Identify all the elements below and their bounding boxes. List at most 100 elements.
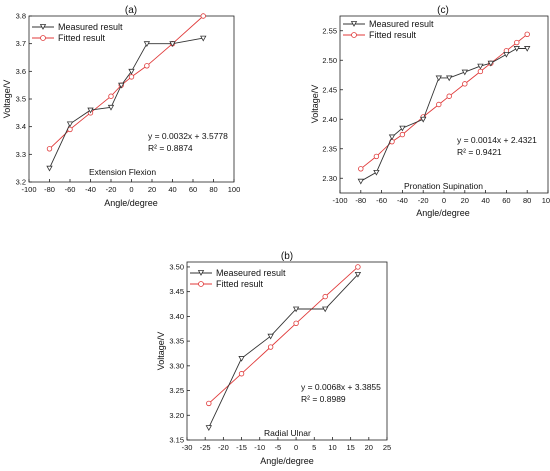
fitted-point — [144, 63, 150, 69]
x-tick-label: 0 — [442, 196, 446, 205]
legend-label-fitted: Fitted result — [216, 279, 264, 289]
motion-annotation: Extension Flexion — [89, 167, 156, 177]
fitted-point — [477, 68, 484, 75]
y-axis-title: Voltage/V — [156, 332, 166, 371]
x-tick-label: -60 — [376, 196, 387, 205]
legend-marker-measured — [350, 21, 358, 27]
y-tick-label: 3.50 — [169, 262, 184, 271]
x-tick-label: -10 — [254, 443, 265, 452]
y-axis: 3.2 3.3 3.4 3.5 3.6 3.7 3.8 — [16, 12, 32, 187]
x-tick-label: 60 — [502, 196, 510, 205]
measured-point — [446, 75, 453, 82]
x-axis-title: Angle/degree — [104, 198, 158, 208]
x-axis: -100 -80 -60 -40 -20 0 20 40 60 80 100 — [21, 179, 240, 194]
series-group — [205, 264, 362, 431]
x-tick-label: 0 — [129, 185, 133, 194]
panel-b: (b) -30 -25 -20 -15 -10 -5 0 5 10 15 20 25 3.15 3.20… — [156, 251, 391, 466]
y-tick-label: 3.2 — [16, 178, 26, 187]
x-tick-label: -80 — [44, 185, 55, 194]
measured-point — [87, 107, 94, 114]
legend-label-measured: Measured result — [369, 19, 434, 29]
y-axis: 3.15 3.20 3.25 3.30 3.35 3.40 3.45 3.50 — [169, 262, 190, 445]
measured-series-line — [208, 274, 359, 428]
y-tick-label: 3.7 — [16, 39, 26, 48]
measured-point — [354, 271, 362, 278]
legend-marker-measured — [39, 24, 47, 30]
legend-label-measured: Measeured result — [216, 268, 286, 278]
fitted-point — [399, 131, 406, 138]
y-tick-label: 2.35 — [322, 144, 337, 153]
measured-point — [487, 60, 494, 67]
measured-point — [118, 82, 125, 89]
measured-point — [399, 125, 406, 132]
x-tick-label: -20 — [218, 443, 229, 452]
measured-point — [513, 46, 520, 52]
x-tick-label: -20 — [106, 185, 117, 194]
legend: Measured result Fitted result — [343, 19, 434, 40]
legend-label-fitted: Fitted result — [369, 30, 417, 40]
x-tick-label: 5 — [312, 443, 316, 452]
fitted-point — [128, 74, 135, 80]
measured-point — [143, 41, 151, 47]
x-tick-label: 20 — [148, 185, 156, 194]
y-tick-label: 3.40 — [169, 312, 184, 321]
y-axis: 2.30 2.35 2.40 2.45 2.50 2.55 — [322, 26, 343, 183]
x-tick-label: 80 — [209, 185, 217, 194]
fitted-point — [267, 344, 274, 350]
measured-point — [238, 356, 245, 362]
x-tick-label: 25 — [383, 443, 391, 452]
measured-point — [205, 425, 212, 431]
x-axis: -30 -25 -20 -15 -10 -5 0 5 10 15 20 25 — [182, 437, 391, 452]
x-tick-label: 40 — [168, 185, 176, 194]
y-tick-label: 3.3 — [16, 150, 26, 159]
measured-point — [107, 104, 115, 111]
measured-point — [477, 63, 484, 70]
x-tick-label: 100 — [228, 185, 241, 194]
fitted-point — [322, 293, 328, 300]
legend-label-measured: Measured result — [58, 22, 123, 32]
x-tick-label: -5 — [275, 443, 282, 452]
motion-annotation: Radial Ulnar — [264, 428, 311, 438]
measured-point — [169, 41, 176, 47]
x-tick-label: 40 — [481, 196, 489, 205]
y-axis-title: Voltage/V — [2, 80, 12, 119]
measured-point — [373, 169, 380, 176]
measured-point — [503, 51, 510, 58]
x-tick-label: -40 — [85, 185, 96, 194]
y-tick-label: 3.20 — [169, 411, 184, 420]
fitted-point — [200, 13, 206, 19]
measured-point — [461, 69, 468, 76]
x-tick-label: 100 — [542, 196, 550, 205]
x-tick-label: 15 — [346, 443, 354, 452]
fit-equation: y = 0.0014x + 2.4321 — [457, 135, 537, 145]
fitted-point — [436, 101, 442, 108]
y-tick-label: 2.40 — [322, 115, 337, 124]
x-tick-label: 10 — [328, 443, 336, 452]
r-squared: R² = 0.8989 — [301, 394, 346, 404]
plot-frame — [186, 261, 388, 441]
fitted-point — [373, 153, 380, 160]
y-tick-label: 3.35 — [169, 337, 184, 346]
y-tick-label: 3.8 — [16, 12, 26, 21]
y-tick-label: 2.45 — [322, 85, 337, 94]
fitted-series-line — [208, 266, 359, 404]
fitted-point — [514, 39, 520, 46]
y-tick-label: 2.30 — [322, 174, 337, 183]
panel-label: (b) — [281, 251, 293, 262]
legend-marker-fitted — [40, 35, 46, 41]
x-tick-label: -80 — [355, 196, 366, 205]
y-tick-label: 2.50 — [322, 56, 337, 65]
measured-point — [388, 134, 396, 141]
x-tick-label: -20 — [418, 196, 429, 205]
y-tick-label: 3.30 — [169, 361, 184, 370]
y-tick-label: 3.4 — [16, 122, 26, 131]
x-tick-label: -60 — [65, 185, 76, 194]
measured-point — [46, 165, 53, 172]
measured-point — [524, 46, 531, 52]
x-tick-label: -25 — [200, 443, 211, 452]
measured-point — [128, 68, 135, 75]
fitted-point — [446, 93, 452, 99]
fitted-point — [358, 166, 364, 172]
r-squared: R² = 0.8874 — [148, 143, 193, 153]
fitted-point — [524, 31, 530, 37]
